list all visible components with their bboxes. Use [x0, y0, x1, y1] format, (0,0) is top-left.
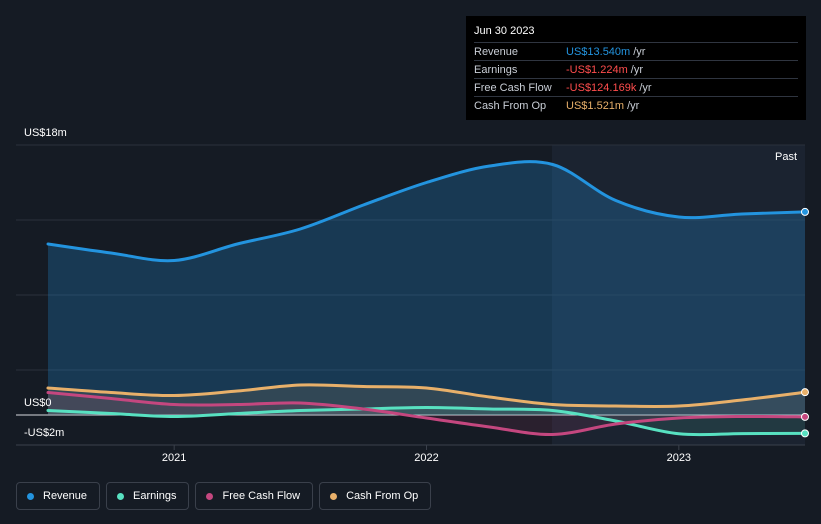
- tooltip-value: -US$1.224m: [566, 63, 628, 76]
- legend-item-cash-from-op[interactable]: Cash From Op: [319, 482, 432, 510]
- tooltip-value: -US$124.169k: [566, 81, 637, 94]
- tooltip-row-revenue: Revenue US$13.540m /yr: [474, 42, 798, 60]
- legend: Revenue Earnings Free Cash Flow Cash Fro…: [16, 482, 432, 510]
- tooltip-unit: /yr: [630, 63, 643, 76]
- legend-label: Earnings: [133, 490, 177, 502]
- tooltip-date: Jun 30 2023: [474, 25, 535, 37]
- free-cash-flow-endpoint: [801, 412, 809, 421]
- tooltip-value: US$13.540m: [566, 45, 631, 58]
- series-lines: [46, 160, 807, 437]
- revenue-dot-icon: [27, 492, 34, 500]
- y-axis-top-label: US$18m: [24, 127, 67, 139]
- revenue-area: [48, 161, 805, 415]
- x-tick-label: 2021: [162, 452, 186, 464]
- y-axis-bottom-label: -US$2m: [24, 427, 64, 439]
- earnings-dot-icon: [117, 492, 125, 500]
- tooltip-unit: /yr: [633, 45, 646, 58]
- revenue-endpoint: [801, 207, 809, 216]
- legend-item-free-cash-flow[interactable]: Free Cash Flow: [195, 482, 314, 510]
- tooltip-unit: /yr: [639, 81, 652, 94]
- chart-area: US$18m US$0 -US$2m Past 2021 2022 2023: [16, 127, 809, 464]
- tooltip-label: Free Cash Flow: [474, 81, 552, 94]
- earnings-line: [46, 405, 807, 437]
- tooltip-label: Earnings: [474, 63, 518, 76]
- cash-from-op-line: [46, 383, 807, 408]
- earnings-endpoint: [801, 429, 809, 438]
- tooltip: Jun 30 2023 Revenue US$13.540m /yr Earni…: [466, 16, 806, 120]
- x-axis-ticks: 2021 2022 2023: [162, 445, 691, 464]
- legend-label: Cash From Op: [346, 490, 419, 502]
- free-cash-flow-line: [46, 391, 807, 437]
- legend-label: Free Cash Flow: [222, 490, 301, 502]
- tooltip-row-earnings: Earnings -US$1.224m /yr: [474, 60, 798, 78]
- tooltip-label: Cash From Op: [474, 99, 547, 112]
- tooltip-value: US$1.521m: [566, 99, 625, 112]
- tooltip-row-free-cash-flow: Free Cash Flow -US$124.169k /yr: [474, 78, 798, 96]
- revenue-line: [46, 160, 807, 263]
- cash-from-op-dot-icon: [330, 492, 338, 500]
- x-tick-label: 2023: [667, 452, 691, 464]
- tooltip-unit: /yr: [627, 99, 640, 112]
- tooltip-label: Revenue: [474, 45, 519, 58]
- free-cash-flow-dot-icon: [206, 492, 214, 500]
- tooltip-row-cash-from-op: Cash From Op US$1.521m /yr: [474, 96, 798, 114]
- gridlines: [16, 144, 805, 446]
- cash-from-op-endpoint: [801, 388, 809, 397]
- legend-item-revenue[interactable]: Revenue: [16, 482, 101, 510]
- legend-label: Revenue: [43, 490, 88, 502]
- series-endpoints: [801, 207, 809, 438]
- legend-item-earnings[interactable]: Earnings: [106, 482, 190, 510]
- free-cash-flow-area: [48, 392, 805, 435]
- y-axis-zero-label: US$0: [24, 397, 52, 409]
- past-label: Past: [775, 151, 797, 163]
- x-tick-label: 2022: [414, 452, 438, 464]
